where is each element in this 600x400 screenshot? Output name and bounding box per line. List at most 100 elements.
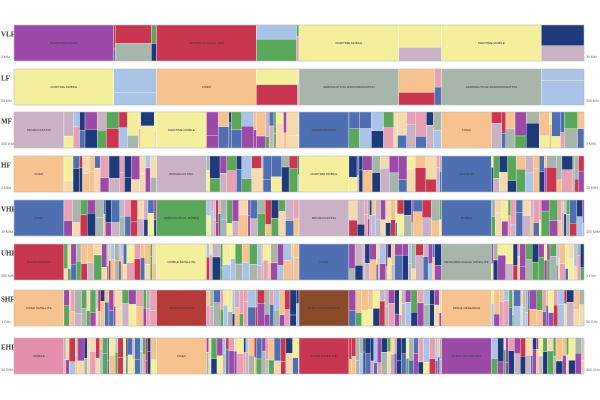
allocation-stripe [223, 305, 229, 327]
allocation-stripe [293, 218, 300, 237]
allocation-stripe [557, 199, 562, 221]
allocation-stripe [220, 309, 224, 327]
allocation-stripe [557, 243, 560, 259]
allocation-stripe [581, 359, 584, 375]
allocation-stripe [542, 337, 548, 352]
allocation-stripe [89, 289, 97, 313]
allocation-stripe [503, 300, 510, 327]
allocation-stripe [206, 305, 211, 327]
allocation-stripe [543, 243, 548, 261]
allocation-label: MARITIME MOBILE [311, 172, 338, 176]
allocation-stripe [432, 257, 435, 281]
allocation-stripe [103, 199, 106, 215]
allocation-stripe [529, 289, 537, 310]
allocation-block [13, 68, 114, 106]
allocation-stripe [576, 216, 583, 237]
allocation-stripe [566, 302, 575, 327]
allocation-stripe [525, 259, 533, 281]
allocation-stripe [348, 199, 358, 221]
allocation-stripe [371, 199, 376, 216]
allocation-stripe [151, 24, 157, 44]
allocation-stripe [408, 263, 412, 281]
allocation-stripe [150, 177, 157, 193]
allocation-stripe [134, 258, 141, 281]
allocation-stripe [394, 337, 397, 354]
allocation-stripe [270, 243, 278, 264]
allocation-stripe [209, 289, 214, 307]
allocation-block [13, 243, 65, 281]
allocation-stripe [421, 199, 432, 218]
allocation-stripe [369, 243, 377, 260]
allocation-stripe [70, 289, 75, 312]
allocation-block [298, 111, 350, 149]
allocation-stripe [124, 177, 132, 193]
allocation-stripe [265, 111, 270, 137]
allocation-stripe [80, 199, 88, 216]
allocation-stripe [491, 216, 496, 237]
allocation-stripe [361, 289, 369, 311]
allocation-stripe [63, 220, 73, 237]
allocation-stripe [70, 311, 75, 327]
allocation-stripe [273, 309, 280, 327]
allocation-stripe [147, 212, 155, 237]
allocation-stripe [527, 289, 530, 310]
allocation-stripe [86, 289, 91, 311]
allocation-stripe [575, 353, 582, 375]
allocation-stripe [127, 135, 139, 149]
allocation-stripe [75, 337, 78, 356]
allocation-stripe [210, 199, 214, 212]
allocation-stripe [271, 199, 279, 219]
allocation-block [441, 243, 492, 281]
allocation-stripe [120, 243, 124, 257]
allocation-stripe [232, 199, 239, 222]
allocation-stripe [566, 289, 575, 303]
allocation-stripe [439, 171, 442, 193]
allocation-stripe [355, 289, 362, 313]
allocation-stripe [110, 259, 116, 281]
allocation-stripe [398, 68, 436, 93]
allocation-stripe [113, 92, 157, 106]
allocation-stripe [393, 111, 398, 128]
allocation-stripe [262, 155, 272, 180]
allocation-stripe [289, 314, 297, 327]
band-end: 30 GHz [586, 320, 598, 324]
allocation-stripe [289, 289, 297, 316]
allocation-stripe [398, 179, 408, 193]
allocation-stripe [209, 255, 213, 281]
allocation-stripe [491, 243, 494, 264]
allocation-stripe [250, 218, 258, 237]
allocation-stripe [355, 337, 360, 361]
allocation-stripe [495, 212, 502, 237]
allocation-stripe [89, 351, 96, 375]
allocation-stripe [147, 337, 151, 352]
allocation-stripe [437, 337, 440, 358]
allocation-stripe [95, 337, 100, 359]
allocation-stripe [63, 243, 68, 269]
allocation-stripe [267, 243, 271, 263]
allocation-stripe [406, 168, 416, 193]
allocation-stripe [505, 243, 514, 264]
allocation-stripe [239, 313, 244, 327]
allocation-stripe [405, 289, 412, 303]
allocation-stripe [228, 350, 235, 375]
allocation-stripe [83, 358, 88, 375]
allocation-stripe [108, 178, 120, 193]
allocation-stripe [111, 222, 120, 237]
allocation-stripe [278, 199, 286, 212]
allocation-stripe [220, 243, 224, 269]
allocation-stripe [510, 199, 517, 226]
allocation-stripe [359, 353, 364, 375]
allocation-stripe [383, 111, 394, 128]
allocation-stripe [245, 352, 249, 375]
allocation-stripe [70, 263, 77, 281]
allocation-stripe [390, 219, 396, 237]
allocation-stripe [426, 125, 434, 149]
allocation-stripe [95, 289, 99, 309]
allocation-stripe [568, 360, 576, 375]
allocation-stripe [556, 265, 559, 281]
allocation-stripe [247, 199, 251, 216]
allocation-stripe [74, 289, 82, 314]
allocation-stripe [348, 289, 356, 311]
allocation-stripe [348, 310, 356, 327]
band-end: 3 GHz [586, 274, 596, 278]
